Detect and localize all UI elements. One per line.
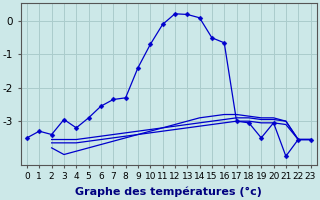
X-axis label: Graphe des températures (°c): Graphe des températures (°c) xyxy=(75,187,262,197)
